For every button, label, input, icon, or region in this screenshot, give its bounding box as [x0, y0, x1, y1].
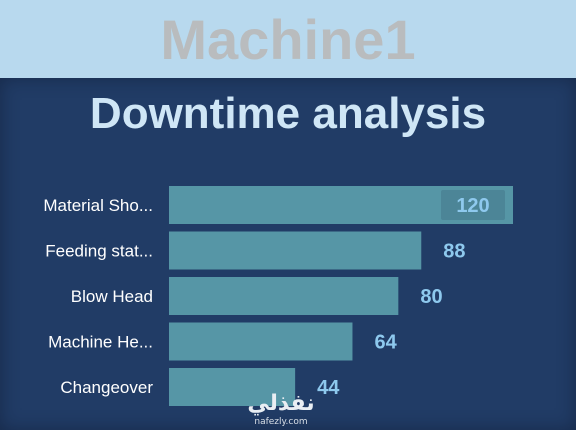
category-label-2: Blow Head: [71, 287, 153, 306]
bar-1: [169, 231, 422, 270]
bar-2: [169, 277, 399, 315]
bar-4: [169, 368, 296, 406]
value-label-1: 88: [443, 241, 465, 263]
value-label-0: 120: [456, 195, 489, 217]
machine-title: Machine1: [160, 8, 416, 71]
value-label-3: 64: [374, 332, 397, 354]
value-label-4: 44: [317, 377, 340, 399]
bar-3: [169, 322, 353, 361]
watermark: نفذلي nafezly.com: [236, 392, 326, 428]
watermark-logo: نفذلي: [247, 391, 315, 416]
value-highlight-0: [441, 190, 505, 220]
category-label-3: Machine He...: [48, 333, 153, 352]
category-label-4: Changeover: [60, 378, 153, 397]
value-label-2: 80: [420, 286, 442, 308]
category-label-0: Material Sho...: [43, 196, 153, 215]
chart-title: Downtime analysis: [89, 89, 487, 138]
top-banner: [0, 0, 576, 78]
category-label-1: Feeding stat...: [45, 242, 153, 261]
watermark-url: nafezly.com: [254, 417, 308, 427]
